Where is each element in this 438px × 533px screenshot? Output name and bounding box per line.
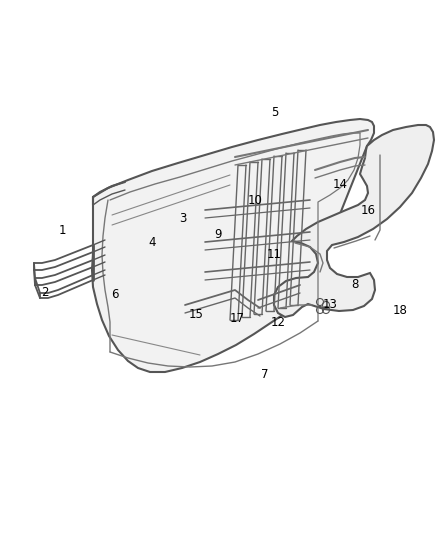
- Text: 4: 4: [148, 237, 156, 249]
- Text: 5: 5: [271, 107, 279, 119]
- Text: 11: 11: [266, 248, 282, 262]
- Text: 9: 9: [214, 229, 222, 241]
- Text: 3: 3: [179, 212, 187, 224]
- Text: 10: 10: [247, 193, 262, 206]
- Text: 2: 2: [41, 287, 49, 300]
- Polygon shape: [274, 125, 434, 317]
- Text: 6: 6: [111, 288, 119, 302]
- Text: 14: 14: [332, 179, 347, 191]
- Text: 18: 18: [392, 303, 407, 317]
- Polygon shape: [92, 119, 374, 372]
- Text: 13: 13: [322, 298, 337, 311]
- Text: 17: 17: [230, 311, 244, 325]
- Text: 16: 16: [360, 204, 375, 216]
- Text: 15: 15: [189, 309, 203, 321]
- Text: 7: 7: [261, 368, 269, 382]
- Text: 1: 1: [58, 223, 66, 237]
- Text: 12: 12: [271, 317, 286, 329]
- Text: 8: 8: [351, 279, 359, 292]
